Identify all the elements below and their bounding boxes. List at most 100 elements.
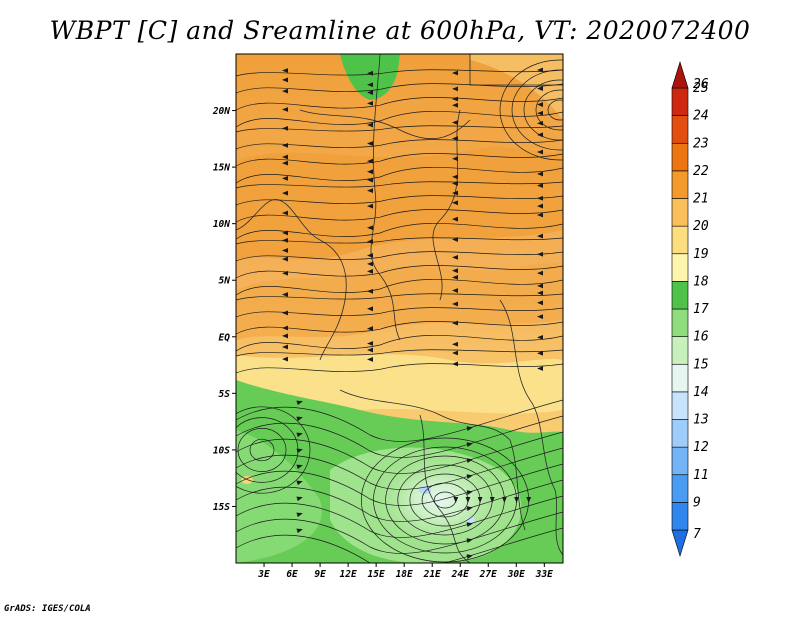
y-tick-label: 20N xyxy=(212,106,230,117)
colorbar-label: 15 xyxy=(693,357,709,372)
y-tick-label: 15S xyxy=(213,502,230,513)
streamline-arrow xyxy=(282,88,288,94)
streamline-easterly xyxy=(236,181,563,189)
streamline-easterly xyxy=(236,83,563,94)
streamline-arrow xyxy=(282,107,288,112)
streamline-arrow xyxy=(537,283,543,289)
streamline-arrow xyxy=(537,110,543,116)
streamline-arrow xyxy=(296,432,303,438)
streamline-easterly xyxy=(236,97,563,111)
streamline-arrow xyxy=(367,169,373,175)
x-tick-label: 21E xyxy=(423,569,441,580)
streamline-arrow xyxy=(282,237,288,243)
streamline-arrow xyxy=(282,190,288,196)
streamline-arrow xyxy=(367,188,373,194)
streamline-arrow xyxy=(296,416,303,422)
streamline-arrow xyxy=(296,400,303,406)
x-tick-label: 24E xyxy=(451,569,469,580)
streamline-arrow xyxy=(537,86,543,91)
border-south-1 xyxy=(339,389,511,441)
streamline-arrow xyxy=(452,120,458,125)
streamline-arrow xyxy=(367,253,373,258)
streamline-arrow xyxy=(452,156,458,162)
streamline-arrow xyxy=(282,176,288,181)
streamline-arrow xyxy=(537,67,543,73)
x-tick-label: 30E xyxy=(507,569,525,580)
streamline-southern xyxy=(236,399,563,442)
colorbar-swatch xyxy=(671,308,689,337)
streamline-arrow xyxy=(282,68,288,73)
y-tick-label: 5S xyxy=(219,389,231,400)
streamline-arrow xyxy=(452,190,458,196)
streamline-arrow xyxy=(296,528,303,534)
streamline-arrow xyxy=(282,356,288,362)
streamline-easterly xyxy=(236,293,563,301)
yellow-band-equator xyxy=(236,354,563,414)
streamline-southern xyxy=(236,527,563,563)
streamline-arrow xyxy=(367,70,373,76)
streamline-arrow xyxy=(296,496,303,502)
streamline-southern xyxy=(236,431,563,474)
streamline-arrow xyxy=(466,490,473,495)
streamline-arrow xyxy=(452,237,458,242)
colorbar-label: 17 xyxy=(693,302,709,317)
streamline-arrow xyxy=(367,158,373,164)
streamline-arrow xyxy=(367,90,373,95)
streamline-arrow xyxy=(367,100,373,106)
border-south-2 xyxy=(419,414,471,563)
streamline-easterly xyxy=(236,307,563,318)
colorbar-swatch xyxy=(671,446,689,476)
x-tick-label: 12E xyxy=(340,569,357,580)
streamline-easterly xyxy=(236,265,563,279)
streamline-easterly xyxy=(236,110,563,128)
streamline-arrow xyxy=(282,142,288,148)
streamline-arrow xyxy=(282,230,288,236)
streamline-easterly xyxy=(236,349,563,357)
coastline-east xyxy=(499,299,563,556)
streamline-easterly xyxy=(236,153,563,167)
streamline-arrow xyxy=(452,96,458,102)
streamline-arrow xyxy=(452,216,458,222)
chart-title: WBPT [C] and Sreamline at 600hPa, VT: 20… xyxy=(49,16,751,45)
streamline-arrow xyxy=(282,160,288,166)
streamline-arrow xyxy=(514,497,519,503)
streamline-arrow xyxy=(452,102,458,108)
colorbar-swatch xyxy=(671,419,689,448)
streamline-arrow xyxy=(282,210,288,216)
streamline-arrow xyxy=(367,122,373,128)
streamline-arrow xyxy=(296,512,303,518)
streamline-easterly xyxy=(236,278,563,296)
streamline-arrow xyxy=(537,251,543,257)
colorbar-label: 9 xyxy=(693,495,701,510)
streamline-arrow xyxy=(367,326,373,331)
streamline-southern xyxy=(236,511,563,554)
streamline-arrow xyxy=(452,70,458,76)
streamline-arrow xyxy=(537,270,543,276)
colorbar-label: 22 xyxy=(693,164,709,179)
y-tick-label: 5N xyxy=(219,276,231,287)
colorbar-swatch xyxy=(671,502,689,531)
colorbar-label: 19 xyxy=(693,247,709,262)
x-tick-label: 6E xyxy=(286,569,298,580)
streamline-easterly xyxy=(236,321,563,335)
colorbar-label: 16 xyxy=(693,330,709,345)
colorbar-label: 7 xyxy=(693,527,701,542)
streamline-arrow xyxy=(537,334,543,340)
streamline-arrow xyxy=(537,102,543,107)
colorbar-label: 26 xyxy=(693,77,709,92)
colorbar-swatch xyxy=(671,363,689,393)
colorbar-label: 25 xyxy=(693,81,709,96)
northeast-circulation-streamline xyxy=(499,59,563,161)
y-tick-label: EQ xyxy=(219,332,231,343)
streamline-easterly xyxy=(236,209,563,223)
x-tick-label: 3E xyxy=(257,569,270,580)
cool-spot-2 xyxy=(465,517,475,523)
streamline-easterly xyxy=(236,237,563,245)
northeast-circulation-streamline xyxy=(547,99,563,121)
streamline-arrow xyxy=(452,288,458,293)
streamline-arrow xyxy=(477,497,483,503)
streamline-easterly xyxy=(236,251,563,262)
streamlines xyxy=(236,59,563,563)
streamline-arrow xyxy=(537,366,543,371)
